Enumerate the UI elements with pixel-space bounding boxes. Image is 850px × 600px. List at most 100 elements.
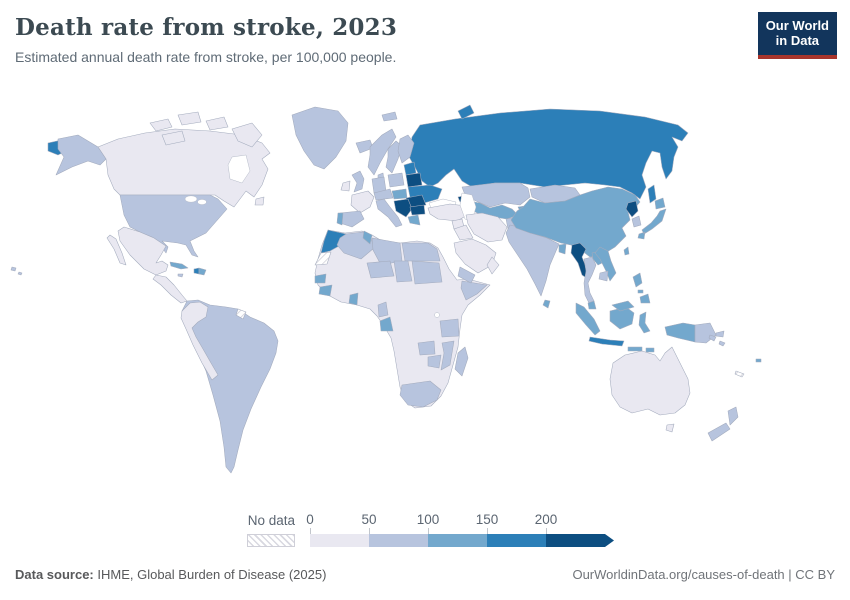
data-source-text[interactable]: IHME, Global Burden of Disease (2025) [97,567,327,582]
country-australia[interactable] [609,346,691,433]
country-thailand[interactable] [583,256,597,306]
country-greenland[interactable] [291,106,349,170]
country-russia-sakhalin[interactable] [647,184,657,204]
country-tunisia[interactable] [362,230,373,245]
country-united-states-alaska[interactable] [55,134,107,176]
country-hawaii[interactable] [10,266,23,276]
legend-bin-100-150[interactable] [428,534,487,547]
country-niger[interactable] [366,260,395,279]
country-russia-novaya-zemlya[interactable] [457,104,475,120]
country-united-kingdom[interactable] [351,170,365,193]
country-north-korea[interactable] [625,200,639,218]
country-sweden[interactable] [385,140,403,174]
country-colombia-ecuador-peru[interactable] [180,301,219,381]
country-cambodia[interactable] [598,270,609,282]
legend-bin-0-50[interactable] [310,534,369,547]
country-french-guiana[interactable] [235,308,247,320]
country-fiji[interactable] [755,358,762,363]
country-italy[interactable] [375,198,403,228]
country-greece[interactable] [407,214,421,226]
country-iraq[interactable] [453,224,474,241]
country-russia[interactable] [407,108,689,200]
country-egypt[interactable] [401,242,441,262]
country-western-balkans[interactable] [393,198,413,218]
country-papua-new-guinea[interactable] [694,322,725,344]
country-malaysia[interactable] [587,300,635,312]
country-iran[interactable] [465,212,508,243]
country-new-zealand[interactable] [707,406,739,442]
country-philippines[interactable] [632,272,651,304]
country-libya[interactable] [371,237,403,266]
credit-link[interactable]: OurWorldinData.org/causes-of-death | CC … [572,567,835,582]
chart-subtitle: Estimated annual death rate from stroke,… [15,49,397,65]
country-south-america[interactable] [181,299,279,474]
country-portugal[interactable] [336,212,344,226]
country-spain[interactable] [339,210,365,228]
country-jamaica[interactable] [177,273,184,278]
country-south-korea[interactable] [631,215,642,228]
country-france[interactable] [350,190,375,214]
country-gabon-congo[interactable] [379,316,394,332]
legend-bin-50-100[interactable] [369,534,428,547]
legend-color-bar [310,534,614,547]
legend-bin-200-plus[interactable] [546,534,605,547]
legend-tickmark [310,528,311,534]
country-chad[interactable] [393,260,413,283]
country-finland[interactable] [397,134,415,164]
country-turkey[interactable] [427,203,472,222]
country-indonesia-papua[interactable] [664,322,696,343]
country-zambia[interactable] [417,340,436,356]
owid-logo[interactable]: Our World in Data [757,12,837,59]
country-sri-lanka[interactable] [542,299,551,309]
country-madagascar[interactable] [454,346,469,377]
country-oman[interactable] [486,256,500,275]
country-canada[interactable] [97,128,271,208]
country-sudan[interactable] [411,260,443,285]
country-bulgaria[interactable] [409,204,426,216]
hudson-bay [227,154,251,184]
country-cuba[interactable] [169,261,189,270]
great-lakes [184,195,198,203]
country-somalia[interactable] [460,280,488,301]
legend-tick-100: 100 [416,512,440,527]
country-central-europe[interactable] [373,188,394,201]
country-haiti[interactable] [193,267,200,275]
country-ireland[interactable] [340,180,351,192]
country-baltic-states[interactable] [403,161,417,176]
country-poland[interactable] [387,172,405,188]
data-source-label: Data source: [15,567,94,582]
country-canada-arctic-islands[interactable] [149,111,265,206]
legend-tick-0: 0 [306,512,314,527]
country-mexico-baja[interactable] [106,234,127,266]
country-china[interactable] [510,186,641,258]
country-taiwan[interactable] [623,246,630,256]
country-vietnam[interactable] [594,246,617,282]
country-new-caledonia[interactable] [734,370,745,378]
country-central-america[interactable] [152,274,188,304]
country-guinea[interactable] [318,284,333,297]
country-indonesia-sumatra[interactable] [575,302,601,336]
country-cameroon[interactable] [377,301,389,318]
country-yemen[interactable] [457,266,476,284]
country-java[interactable] [588,336,625,347]
country-norway[interactable] [367,128,397,176]
country-bangladesh[interactable] [558,243,567,255]
country-zimbabwe[interactable] [427,354,442,369]
country-solomon-islands[interactable] [708,334,726,347]
country-mozambique[interactable] [440,340,455,371]
country-mexico[interactable] [117,226,169,276]
country-svalbard[interactable] [381,111,398,122]
country-senegal[interactable] [314,273,327,284]
country-dominican-republic[interactable] [198,267,207,276]
country-japan[interactable] [637,197,667,240]
country-tanzania[interactable] [439,318,460,338]
country-hungary-slovakia[interactable] [391,188,408,200]
legend-bin-150-200[interactable] [487,534,546,547]
legend-tickmark [487,528,488,534]
legend-tick-50: 50 [361,512,377,527]
country-south-africa[interactable] [399,380,442,408]
country-ghana[interactable] [348,292,359,306]
no-data-swatch[interactable] [247,534,295,547]
country-western-sahara[interactable] [314,251,332,266]
country-belarus[interactable] [405,172,423,188]
